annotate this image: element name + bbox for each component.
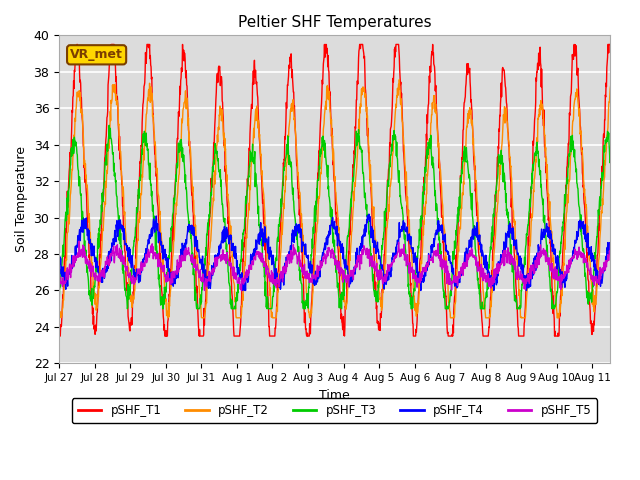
Y-axis label: Soil Temperature: Soil Temperature [15, 146, 28, 252]
X-axis label: Time: Time [319, 389, 350, 402]
Text: VR_met: VR_met [70, 48, 123, 61]
Title: Peltier SHF Temperatures: Peltier SHF Temperatures [238, 15, 431, 30]
Legend: pSHF_T1, pSHF_T2, pSHF_T3, pSHF_T4, pSHF_T5: pSHF_T1, pSHF_T2, pSHF_T3, pSHF_T4, pSHF… [72, 398, 598, 423]
